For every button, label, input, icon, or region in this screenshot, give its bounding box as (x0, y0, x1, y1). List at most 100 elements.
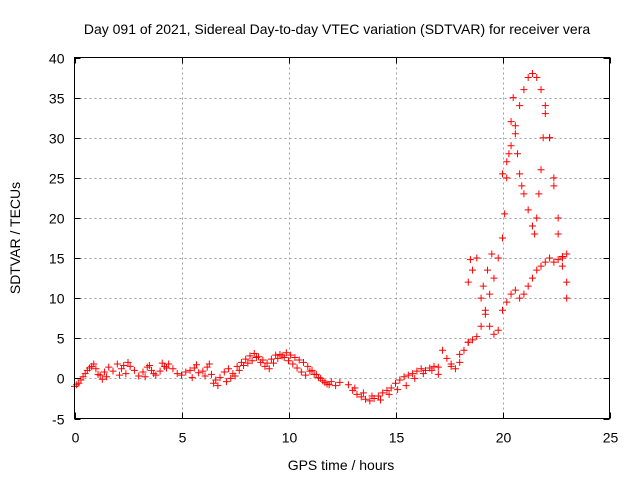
data-point (520, 86, 528, 94)
data-point (233, 362, 241, 370)
data-point (490, 274, 498, 282)
data-point (85, 364, 93, 372)
data-point (222, 378, 230, 386)
data-point (520, 290, 528, 298)
data-point (199, 367, 207, 375)
data-point (520, 190, 528, 198)
data-point (528, 70, 536, 78)
data-point (188, 374, 196, 382)
data-point (531, 230, 539, 238)
data-point (98, 375, 106, 383)
data-point (351, 384, 359, 392)
data-point (90, 360, 98, 368)
y-tick-label: 5 (57, 331, 65, 347)
y-tick-label: 35 (49, 91, 65, 107)
y-tick-label: 40 (49, 51, 65, 67)
data-point (77, 376, 85, 384)
chart-title: Day 091 of 2021, Sidereal Day-to-day VTE… (84, 21, 590, 37)
data-point (201, 372, 209, 380)
data-point (464, 338, 472, 346)
y-axis-label: SDTVAR / TECUs (7, 182, 23, 294)
series-2 (344, 362, 442, 405)
data-point (297, 368, 305, 376)
data-point (145, 362, 153, 370)
x-tick-label: 5 (179, 430, 187, 446)
data-point (308, 366, 316, 374)
data-point (430, 362, 438, 370)
data-point (466, 256, 474, 264)
data-point (135, 372, 143, 380)
data-point (242, 355, 250, 363)
data-point (488, 250, 496, 258)
data-point (400, 373, 408, 381)
data-point (499, 306, 506, 314)
data-point (302, 371, 310, 379)
data-point (344, 381, 352, 389)
data-point (94, 370, 102, 378)
data-point (443, 354, 451, 362)
data-point (267, 355, 275, 363)
data-point (387, 384, 395, 392)
data-point (122, 370, 130, 378)
data-point (257, 358, 265, 366)
data-point (516, 170, 524, 178)
data-point (554, 256, 562, 264)
data-point (366, 397, 374, 405)
data-point (486, 322, 494, 330)
data-point (150, 370, 158, 378)
data-point (274, 354, 282, 362)
data-point (503, 174, 511, 182)
data-point (533, 214, 541, 222)
data-point (533, 74, 541, 82)
data-point (109, 367, 117, 375)
data-point (92, 365, 100, 373)
series-3 (434, 70, 571, 378)
data-point (336, 378, 344, 386)
data-point (516, 102, 524, 110)
data-point (473, 254, 481, 262)
data-point (469, 266, 477, 274)
data-point (244, 359, 252, 367)
data-point (419, 370, 427, 378)
data-point (359, 389, 367, 397)
data-point (524, 206, 532, 214)
data-point (379, 389, 387, 397)
data-point (511, 130, 519, 138)
y-tick-label: 25 (49, 171, 65, 187)
data-point (550, 258, 558, 266)
data-point (563, 294, 571, 302)
data-point (464, 278, 472, 286)
data-point (481, 310, 489, 318)
data-point (139, 368, 147, 376)
x-axis-label: GPS time / hours (288, 457, 395, 473)
y-tick-label: -5 (52, 412, 65, 428)
data-point (434, 370, 442, 378)
data-point (550, 174, 558, 182)
data-point (285, 357, 292, 365)
data-point (81, 370, 89, 378)
data-point (124, 358, 132, 366)
data-point (563, 278, 571, 286)
data-point (516, 294, 524, 302)
data-point (289, 360, 297, 368)
x-tick-label: 10 (282, 430, 298, 446)
data-point (428, 366, 436, 374)
data-point (304, 362, 312, 370)
data-point (528, 222, 536, 230)
data-point (113, 360, 121, 368)
data-point (411, 374, 419, 382)
data-point (312, 370, 320, 378)
data-point (473, 333, 481, 341)
series-0 (71, 350, 344, 390)
y-tick-label: 0 (57, 371, 65, 387)
data-point (539, 134, 547, 142)
data-point (362, 395, 370, 403)
data-point (248, 357, 256, 365)
data-point (535, 190, 543, 198)
data-point (509, 94, 517, 102)
data-point (186, 366, 194, 374)
data-point (477, 294, 485, 302)
data-point (374, 392, 382, 400)
data-point (100, 368, 108, 376)
data-point (225, 365, 233, 373)
